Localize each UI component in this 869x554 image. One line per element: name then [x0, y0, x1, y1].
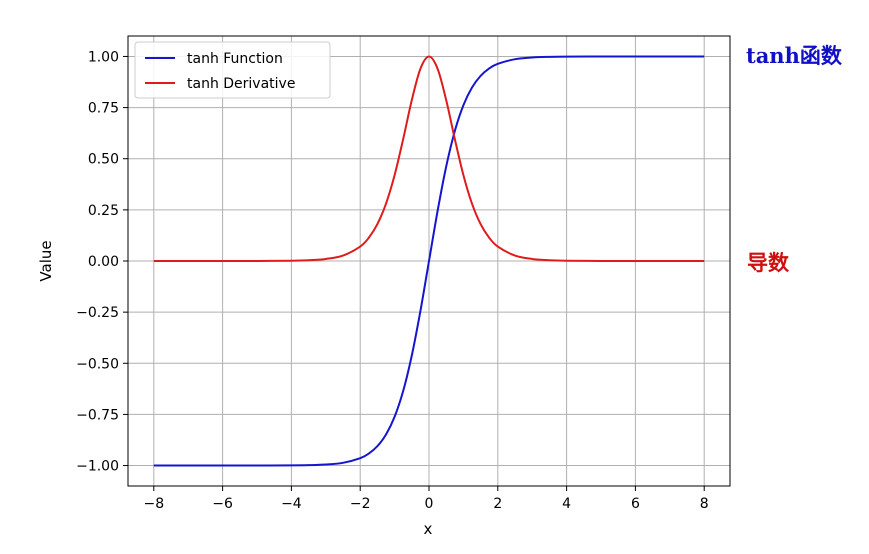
legend-entry: tanh Function	[187, 51, 283, 67]
y-tick-label: 0.00	[88, 254, 119, 270]
x-tick-label: 0	[425, 496, 434, 512]
y-tick-label: −1.00	[76, 459, 119, 475]
y-tick-label: 0.75	[88, 101, 119, 117]
x-tick-label: −6	[212, 496, 233, 512]
x-tick-label: 8	[700, 496, 709, 512]
y-tick-label: 1.00	[88, 49, 119, 65]
y-tick-label: −0.75	[76, 407, 119, 423]
x-tick-label: −4	[281, 496, 302, 512]
tanh-function-annotation: tanh函数	[746, 43, 842, 68]
x-tick-label: 2	[493, 496, 502, 512]
tanh-function-line	[153, 55, 705, 467]
legend-box	[134, 41, 331, 99]
derivative-annotation: 导数	[747, 250, 789, 275]
axis-ticks: −8 −6 −4 −2 0 2 4 6 8 −1.00 −0.75 −0.50 −0.25 0.00 0.2…	[76, 49, 709, 512]
legend: tanh Function tanh Derivative	[134, 41, 331, 99]
x-axis-label: x	[424, 520, 433, 538]
y-axis-label: Value	[37, 240, 55, 281]
legend-entry: tanh Derivative	[187, 76, 295, 92]
x-tick-label: 6	[631, 496, 640, 512]
y-tick-label: 0.25	[88, 203, 119, 219]
x-tick-label: −2	[350, 496, 371, 512]
y-tick-label: −0.50	[76, 356, 119, 372]
y-tick-label: −0.25	[76, 305, 119, 321]
tanh-derivative-line	[153, 55, 705, 263]
x-tick-label: 4	[562, 496, 571, 512]
x-tick-label: −8	[143, 496, 164, 512]
y-tick-label: 0.50	[88, 152, 119, 168]
series-lines	[153, 55, 705, 467]
